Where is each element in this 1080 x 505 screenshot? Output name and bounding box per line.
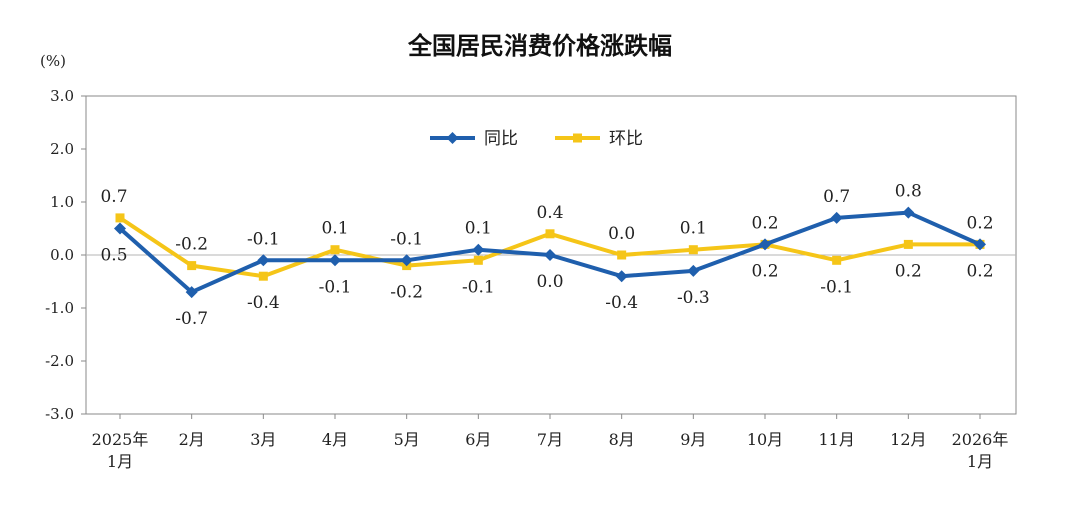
data-point-mom <box>187 261 197 271</box>
data-label-mom: 0.1 <box>680 219 707 239</box>
data-label-mom: -0.1 <box>462 277 495 297</box>
x-tick-label: 3月 <box>250 430 276 449</box>
x-tick-label: 12月 <box>890 430 926 449</box>
x-tick-label: 7月 <box>537 430 563 449</box>
data-label-yoy: 0.1 <box>465 219 492 239</box>
data-label-yoy: 0.0 <box>536 272 563 292</box>
data-point-mom <box>473 255 483 265</box>
data-label-yoy: 0.5 <box>100 246 127 266</box>
data-label-yoy: 0.2 <box>966 213 993 233</box>
y-tick-label: -3.0 <box>45 405 74 423</box>
data-label-yoy: 0.2 <box>751 213 778 233</box>
data-label-yoy: 0.7 <box>823 187 850 207</box>
data-point-yoy <box>400 254 413 267</box>
data-point-mom <box>115 213 125 223</box>
legend-marker <box>573 133 582 143</box>
data-label-yoy: -0.1 <box>319 277 352 297</box>
chart-title: 全国居民消费价格涨跌幅 <box>408 32 672 60</box>
x-tick-label: 8月 <box>609 430 635 449</box>
x-tick-label: 2026年 <box>952 430 1009 449</box>
data-label-mom: 0.0 <box>608 224 635 244</box>
data-label-yoy: -0.1 <box>247 229 280 249</box>
y-axis-unit: (%) <box>40 52 66 70</box>
data-point-yoy <box>902 206 915 219</box>
data-point-yoy <box>974 238 986 251</box>
y-tick-label: 3.0 <box>50 87 74 105</box>
data-label-mom: -0.2 <box>390 283 423 303</box>
data-label-yoy: -0.1 <box>390 229 423 249</box>
data-point-yoy <box>257 254 270 267</box>
y-tick-label: -2.0 <box>45 352 74 370</box>
data-point-yoy <box>472 243 485 256</box>
data-label-mom: -0.4 <box>247 293 280 313</box>
data-label-mom: 0.1 <box>321 219 348 239</box>
x-tick-label: 1月 <box>967 452 993 471</box>
data-label-mom: 0.2 <box>751 261 778 281</box>
data-point-yoy <box>830 211 843 224</box>
y-tick-label: 0.0 <box>50 246 74 264</box>
data-point-mom <box>330 245 340 255</box>
data-point-mom <box>903 239 913 249</box>
x-tick-label: 6月 <box>465 430 491 449</box>
x-tick-label: 9月 <box>680 430 706 449</box>
data-point-mom <box>545 229 555 239</box>
data-label-mom: 0.4 <box>536 203 563 223</box>
x-tick-label: 5月 <box>394 430 420 449</box>
legend-label: 同比 <box>484 129 518 149</box>
y-tick-label: 2.0 <box>50 140 74 158</box>
x-tick-label: 10月 <box>747 430 783 449</box>
data-label-yoy: -0.3 <box>677 288 710 308</box>
x-tick-label: 11月 <box>818 430 854 449</box>
data-point-mom <box>617 250 627 260</box>
data-label-yoy: -0.7 <box>175 309 208 329</box>
data-point-yoy <box>687 264 700 277</box>
data-label-yoy: 0.8 <box>895 182 922 202</box>
y-tick-label: -1.0 <box>45 299 74 317</box>
data-point-yoy <box>185 286 198 299</box>
data-point-mom <box>832 255 842 265</box>
data-label-mom: 0.2 <box>966 261 993 281</box>
x-tick-label: 2025年 <box>92 430 149 449</box>
x-tick-label: 1月 <box>107 452 133 471</box>
data-point-yoy <box>615 270 628 283</box>
legend-label: 环比 <box>609 129 643 149</box>
legend-marker <box>446 132 459 144</box>
data-label-yoy: -0.4 <box>605 293 638 313</box>
x-tick-label: 2月 <box>179 430 205 449</box>
data-point-yoy <box>759 238 771 251</box>
data-point-yoy <box>544 249 556 261</box>
y-tick-label: 1.0 <box>50 193 74 211</box>
data-label-mom: -0.2 <box>175 235 208 255</box>
data-point-mom <box>258 271 268 281</box>
data-label-mom: 0.7 <box>100 187 127 207</box>
x-tick-label: 4月 <box>322 430 348 449</box>
data-point-yoy <box>114 222 126 235</box>
data-label-mom: -0.1 <box>820 277 853 297</box>
data-label-mom: 0.2 <box>895 261 922 281</box>
data-point-yoy <box>329 254 341 267</box>
data-point-mom <box>688 245 698 255</box>
